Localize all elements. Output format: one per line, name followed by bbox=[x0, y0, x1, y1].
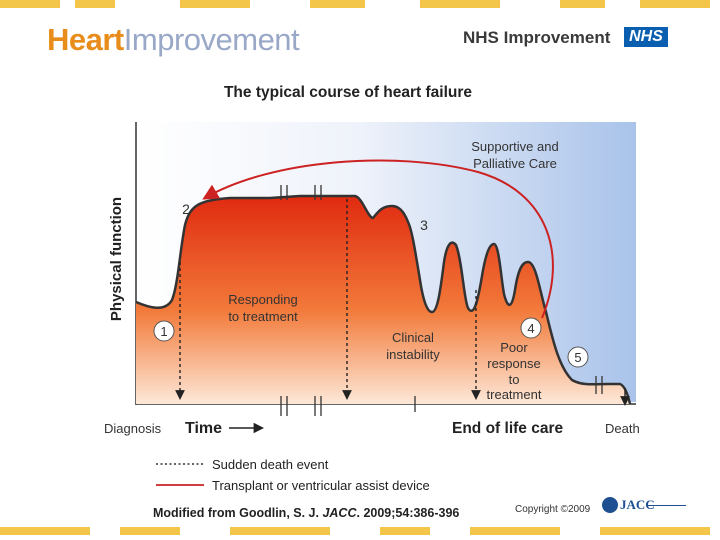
responding-label-line2: to treatment bbox=[228, 309, 298, 324]
diagram-title: The typical course of heart failure bbox=[224, 84, 472, 101]
axis-break-marks bbox=[280, 185, 603, 416]
supportive-care-label-line1: Supportive and bbox=[471, 139, 558, 154]
bottom-decorative-stripe bbox=[0, 527, 720, 535]
physical-function-curve bbox=[135, 194, 632, 405]
nhs-improvement-title: NHS Improvement bbox=[463, 28, 611, 47]
end-of-life-care-label: End of life care bbox=[452, 420, 563, 437]
poor-response-label-line4: treatment bbox=[487, 387, 542, 402]
jacc-logo-rule bbox=[646, 505, 686, 506]
poor-response-label-line1: Poor bbox=[500, 340, 528, 355]
y-axis-label: Physical function bbox=[108, 197, 125, 321]
nhs-badge-logo: NHS bbox=[624, 27, 668, 47]
top-decorative-stripe bbox=[0, 0, 720, 8]
responding-label-line1: Responding bbox=[228, 292, 297, 307]
transplant-vad-arrow bbox=[202, 159, 554, 319]
legend: Sudden death event Transplant or ventric… bbox=[156, 457, 430, 493]
svg-text:4: 4 bbox=[527, 321, 534, 336]
svg-text:2: 2 bbox=[182, 201, 190, 217]
stage-marker-4: 4 bbox=[520, 317, 542, 339]
stage-marker-5: 5 bbox=[567, 346, 589, 368]
citation-text: Modified from Goodlin, S. J. JACC. 2009;… bbox=[153, 506, 459, 520]
stage-marker-1: 1 bbox=[153, 320, 175, 342]
copyright-text: Copyright ©2009 bbox=[515, 504, 591, 515]
stage-marker-3: 3 bbox=[420, 217, 428, 233]
stage-marker-2: 2 bbox=[182, 201, 190, 217]
logo-heart-text: Heart bbox=[47, 22, 124, 57]
poor-response-label-line3: to bbox=[509, 372, 520, 387]
jacc-logo: JACC bbox=[602, 497, 688, 515]
jacc-logo-text: JACC bbox=[620, 497, 655, 512]
jacc-emblem-icon bbox=[602, 497, 618, 513]
logo-improvement-text: Improvement bbox=[123, 22, 300, 57]
curve-fill-area bbox=[136, 196, 630, 404]
heart-improvement-logo: HeartImprovement bbox=[47, 22, 300, 58]
svg-text:1: 1 bbox=[160, 324, 167, 339]
svg-text:3: 3 bbox=[420, 217, 428, 233]
death-label: Death bbox=[605, 421, 640, 436]
poor-response-label-line2: response bbox=[487, 356, 540, 371]
legend-transplant: Transplant or ventricular assist device bbox=[212, 478, 430, 493]
svg-text:5: 5 bbox=[574, 350, 581, 365]
time-label: Time bbox=[185, 420, 222, 437]
sudden-death-markers bbox=[175, 199, 481, 400]
diagnosis-label: Diagnosis bbox=[104, 421, 162, 436]
supportive-care-label-line2: Palliative Care bbox=[473, 156, 557, 171]
clinical-instability-label-line2: instability bbox=[386, 347, 440, 362]
legend-sudden-death: Sudden death event bbox=[212, 457, 329, 472]
clinical-instability-label-line1: Clinical bbox=[392, 330, 434, 345]
